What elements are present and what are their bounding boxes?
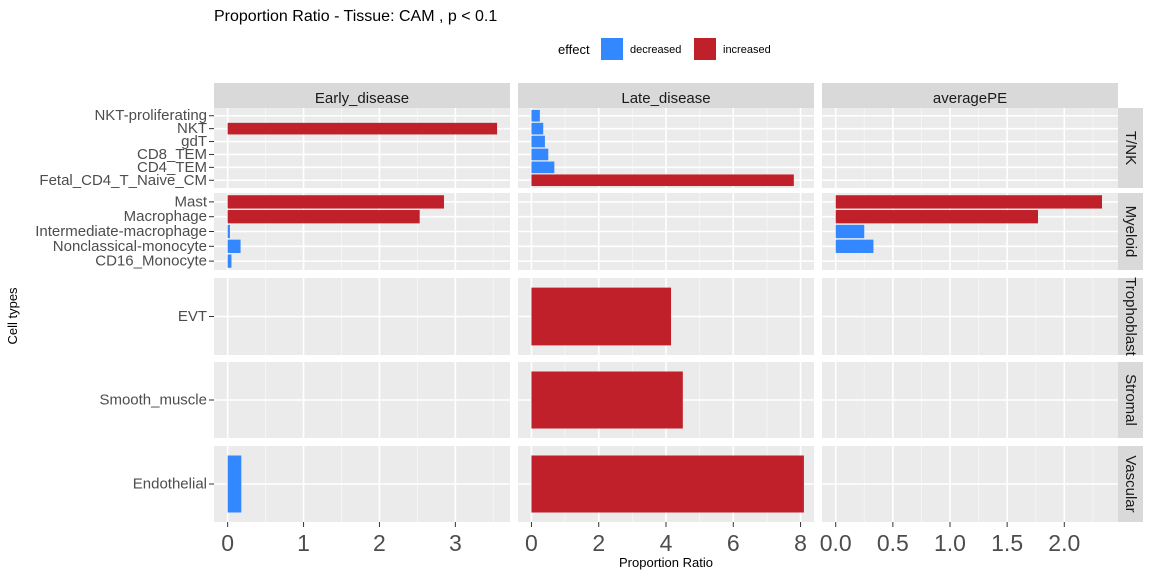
chart-title: Proportion Ratio - Tissue: CAM , p < 0.1 [214, 8, 497, 25]
bar-early-disease-nkt [227, 122, 498, 135]
y-tick-label-cd16-monocyte: CD16_Monocyte [95, 253, 207, 270]
bar-late-disease-nkt-proliferating [531, 109, 540, 122]
x-tick-label: 3 [449, 530, 462, 556]
x-tick-label: 6 [727, 530, 740, 556]
legend-key-increased [694, 38, 716, 60]
bar-averagepe-intermediate-macrophage [835, 224, 865, 239]
row-strip-stromal [1118, 362, 1143, 438]
bar-late-disease-gdt [531, 135, 545, 148]
facet-strip-early-disease [214, 83, 510, 108]
y-axis-title: Cell types [5, 287, 20, 345]
bar-late-disease-smooth-muscle [531, 371, 683, 429]
y-tick-label-endothelial: Endothelial [133, 476, 207, 493]
panel-averagepe-t-nk [822, 108, 1118, 188]
bar-early-disease-intermediate-macrophage [227, 224, 230, 239]
bar-averagepe-macrophage [835, 210, 1038, 224]
y-tick-label-evt: EVT [178, 308, 207, 325]
x-tick-label: 0.5 [877, 530, 909, 556]
x-tick-label: 2 [592, 530, 605, 556]
row-strip-label-myeloid: Myeloid [1122, 206, 1139, 258]
x-tick-label: 1.5 [991, 530, 1023, 556]
x-tick-label: 1 [297, 530, 310, 556]
bar-early-disease-endothelial [227, 455, 242, 513]
y-tick-label-cd8-tem: CD8_TEM [137, 146, 207, 163]
x-tick-label: 0 [525, 530, 538, 556]
y-tick-label-smooth-muscle: Smooth_muscle [99, 392, 207, 409]
y-tick-label-nkt: NKT [177, 120, 207, 137]
x-tick-label: 1.0 [934, 530, 966, 556]
facet-strip-averagepe [822, 83, 1118, 108]
bar-late-disease-endothelial [531, 455, 804, 513]
facet-strip-label-averagepe: averagePE [933, 90, 1007, 107]
y-tick-label-gdt: gdT [181, 133, 207, 150]
y-tick-label-mast: Mast [174, 193, 207, 210]
y-tick-label-nonclassical-monocyte: Nonclassical-monocyte [53, 238, 207, 255]
bar-averagepe-nonclassical-monocyte [835, 239, 874, 253]
y-tick-label-nkt-proliferating: NKT-proliferating [94, 107, 207, 124]
row-strip-label-t-nk: T/NK [1122, 131, 1139, 165]
row-strip-t-nk [1118, 108, 1143, 188]
x-tick-label: 8 [794, 530, 807, 556]
bar-early-disease-nonclassical-monocyte [227, 239, 241, 253]
row-strip-label-trophoblast: Trophoblast [1122, 277, 1139, 356]
bar-late-disease-fetal-cd4-t-naive-cm [531, 174, 794, 187]
bar-early-disease-macrophage [227, 210, 420, 224]
x-tick-label: 2 [373, 530, 386, 556]
legend-title: effect [558, 42, 590, 57]
bar-early-disease-cd16-monocyte [227, 254, 232, 268]
facet-grid: Early_disease Late_disease averagePE T/NK My… [35, 83, 1143, 556]
facet-strip-late-disease [518, 83, 814, 108]
x-tick-label: 4 [660, 530, 673, 556]
bar-early-disease-mast [227, 195, 444, 209]
row-strip-label-stromal: Stromal [1122, 374, 1139, 426]
x-axis-title: Proportion Ratio [619, 555, 713, 570]
y-tick-label-cd4-tem: CD4_TEM [137, 159, 207, 176]
x-tick-label: 0 [221, 530, 234, 556]
legend-label-increased: increased [723, 44, 771, 56]
bar-late-disease-nkt [531, 122, 544, 135]
legend: effect decreased increased [558, 38, 771, 60]
bar-late-disease-cd4-tem [531, 161, 555, 174]
x-tick-label: 2.0 [1048, 530, 1080, 556]
bar-averagepe-mast [835, 195, 1102, 209]
bar-late-disease-evt [531, 287, 672, 346]
y-tick-label-macrophage: Macrophage [124, 208, 207, 225]
legend-label-decreased: decreased [630, 44, 681, 56]
row-strip-myeloid [1118, 193, 1143, 270]
row-strip-vascular [1118, 446, 1143, 522]
facet-strip-label-early-disease: Early_disease [315, 90, 409, 107]
legend-key-decreased [601, 38, 623, 60]
bar-late-disease-cd8-tem [531, 148, 549, 161]
x-tick-label: 0.0 [820, 530, 852, 556]
facet-strip-label-late-disease: Late_disease [621, 90, 710, 107]
row-strip-label-vascular: Vascular [1122, 455, 1139, 512]
row-strip-trophoblast [1118, 278, 1143, 355]
panel-early-disease-t-nk [214, 108, 510, 188]
y-tick-label-fetal-cd4-t-naive-cm: Fetal_CD4_T_Naive_CM [39, 172, 207, 189]
y-tick-label-intermediate-macrophage: Intermediate-macrophage [35, 223, 207, 240]
